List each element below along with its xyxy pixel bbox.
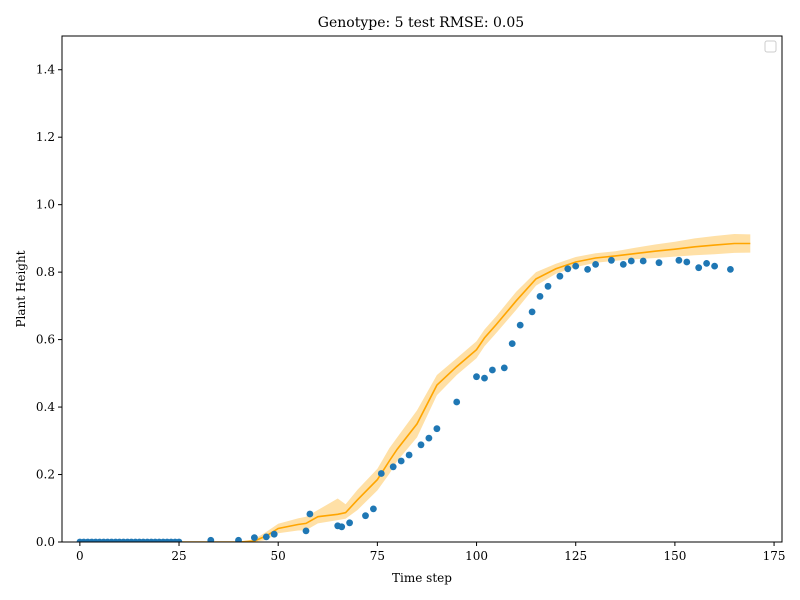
x-tick-label: 175 <box>763 549 786 563</box>
x-tick-label: 100 <box>465 549 488 563</box>
scatter-point <box>675 256 683 264</box>
scatter-point <box>270 530 278 538</box>
y-axis-ticks: 0.0 0.2 0.4 0.6 0.8 1.0 1.2 1.4 <box>36 63 62 549</box>
x-tick-label: 25 <box>171 549 186 563</box>
scatter-point <box>235 536 242 542</box>
scatter-point <box>500 364 508 372</box>
y-tick-label: 1.0 <box>36 198 55 212</box>
scatter-point <box>627 257 635 265</box>
x-axis-label: Time step <box>392 571 452 585</box>
scatter-point <box>516 321 524 329</box>
y-tick-label: 1.4 <box>36 63 55 77</box>
scatter-point <box>564 265 572 273</box>
scatter-point <box>362 512 369 520</box>
scatter-point <box>572 262 580 270</box>
x-tick-label: 150 <box>663 549 686 563</box>
scatter-point <box>346 519 353 527</box>
x-tick-label: 0 <box>76 549 84 563</box>
scatter-point <box>608 256 615 264</box>
y-tick-label: 0.4 <box>36 400 55 414</box>
plot-area <box>61 35 783 543</box>
scatter-point <box>508 340 516 347</box>
scatter-point <box>473 373 480 381</box>
legend-box <box>764 40 777 53</box>
scatter-point <box>175 538 183 542</box>
scatter-point <box>405 451 413 459</box>
scatter-point <box>683 258 691 266</box>
scatter-point <box>655 259 663 267</box>
scatter-point <box>262 533 270 541</box>
scatter-point <box>703 260 710 267</box>
y-tick-label: 1.2 <box>36 130 55 144</box>
observation-points-layer <box>76 256 734 542</box>
x-tick-label: 125 <box>564 549 587 563</box>
scatter-point <box>489 366 496 374</box>
y-tick-label: 0.6 <box>36 333 55 347</box>
scatter-point <box>453 398 461 406</box>
scatter-point <box>584 266 591 273</box>
scatter-point <box>251 534 258 541</box>
scatter-point <box>556 272 564 280</box>
scatter-point <box>544 282 552 290</box>
scatter-point <box>397 457 405 465</box>
chart-title: Genotype: 5 test RMSE: 0.05 <box>318 15 524 31</box>
y-tick-label: 0.0 <box>36 535 55 549</box>
scatter-point <box>711 262 718 270</box>
scatter-point <box>377 470 385 477</box>
scatter-point <box>639 257 647 265</box>
scatter-point <box>338 523 346 531</box>
scatter-point <box>536 293 544 300</box>
scatter-point <box>370 505 377 513</box>
scatter-point <box>417 441 425 449</box>
x-axis-ticks: 0 25 50 75 100 125 150 175 <box>76 542 786 563</box>
scatter-point <box>619 261 627 268</box>
plot-frame <box>61 35 783 543</box>
y-tick-label: 0.8 <box>36 265 55 279</box>
scatter-point <box>727 266 734 273</box>
y-tick-label: 0.2 <box>36 468 55 482</box>
scatter-point <box>481 374 488 382</box>
scatter-point <box>389 463 397 471</box>
scatter-point <box>695 264 703 272</box>
scatter-point <box>306 510 314 518</box>
scatter-point <box>425 434 433 442</box>
x-tick-label: 75 <box>370 549 385 563</box>
scatter-point <box>528 308 536 316</box>
scatter-point <box>302 527 310 535</box>
x-tick-label: 50 <box>271 549 286 563</box>
scatter-point <box>433 425 441 433</box>
scatter-point <box>207 536 215 542</box>
y-axis-label: Plant Height <box>14 250 28 327</box>
scatter-point <box>592 261 599 268</box>
